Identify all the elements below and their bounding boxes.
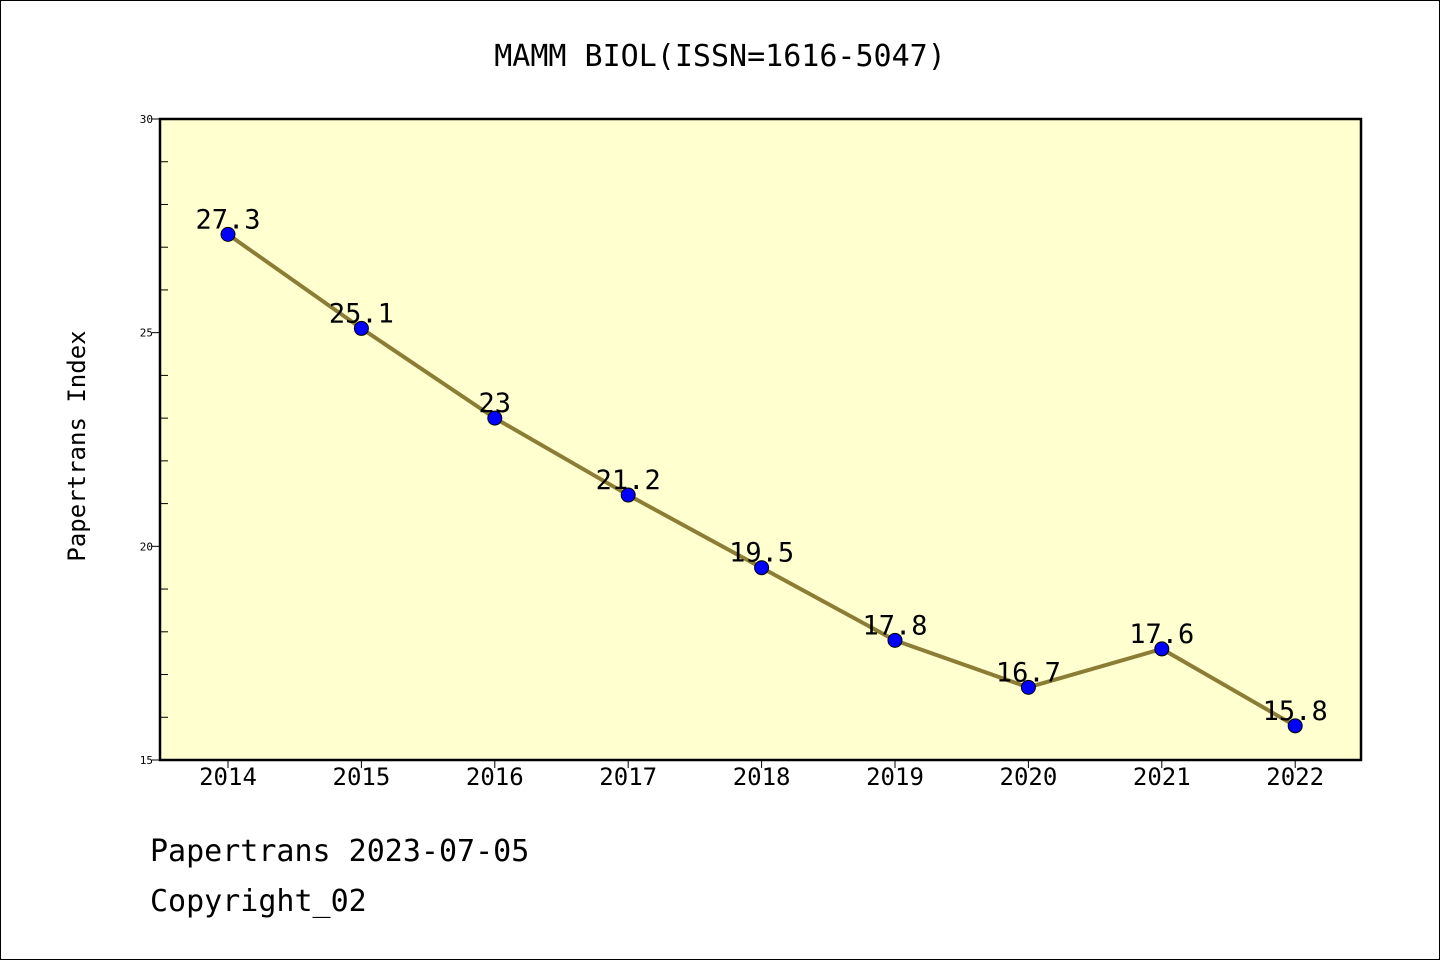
y-tick-label: 25	[140, 327, 153, 340]
data-label: 17.6	[1129, 619, 1194, 650]
data-label: 21.2	[596, 465, 661, 496]
data-point	[887, 632, 903, 648]
data-point	[353, 320, 369, 336]
data-label: 25.1	[329, 298, 394, 329]
data-label: 23	[479, 388, 512, 419]
plot-area	[158, 117, 1363, 762]
data-point	[1154, 641, 1170, 657]
y-tick-label: 30	[140, 113, 153, 126]
data-point	[1287, 718, 1303, 734]
series-papertrans-index: 27.3 25.1 23 21.2 19.5 17.8 16.7 17.6 15.8	[195, 204, 1328, 734]
data-point	[220, 226, 236, 242]
x-tick-label: 2016	[466, 763, 524, 791]
footer-copyright-line: Copyright_02	[150, 884, 367, 919]
y-axis: 15 20 25 30	[140, 113, 168, 767]
footer-date-line: Papertrans 2023-07-05	[150, 834, 530, 869]
y-axis-label: Papertrans Index	[63, 330, 91, 561]
x-tick-label: 2021	[1133, 763, 1191, 791]
data-point	[754, 560, 770, 576]
x-tick-label: 2022	[1266, 763, 1324, 791]
x-tick-label: 2020	[1000, 763, 1058, 791]
data-label: 19.5	[729, 538, 794, 569]
x-tick-label: 2018	[733, 763, 791, 791]
x-tick-label: 2017	[599, 763, 657, 791]
x-tick-label: 2014	[199, 763, 257, 791]
data-point	[487, 410, 503, 426]
x-axis: 2014 2015 2016 2017 2018 2019 2020 2021 2022	[199, 760, 1324, 791]
y-tick-label: 15	[140, 754, 153, 767]
data-label: 15.8	[1263, 696, 1328, 727]
x-tick-label: 2019	[866, 763, 924, 791]
data-label: 17.8	[862, 610, 927, 641]
x-tick-label: 2015	[333, 763, 391, 791]
data-point	[620, 487, 636, 503]
data-point	[1020, 679, 1036, 695]
data-label: 27.3	[195, 204, 260, 235]
data-label: 16.7	[996, 657, 1061, 688]
chart-title: MAMM BIOL(ISSN=1616-5047)	[494, 39, 946, 74]
y-tick-label: 20	[140, 540, 153, 553]
